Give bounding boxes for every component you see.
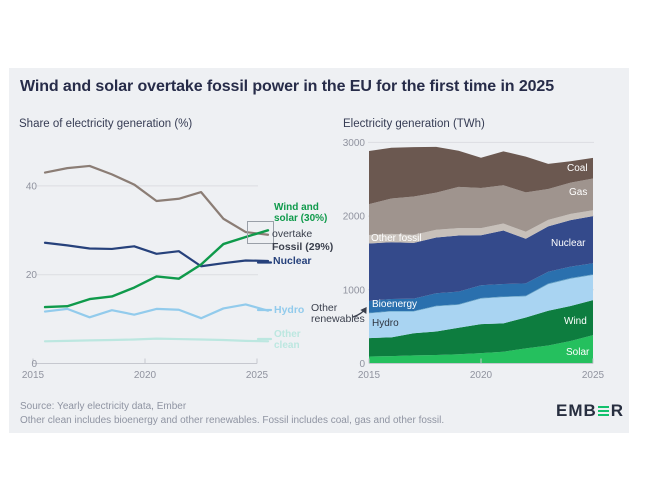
logo-text-suffix: R (610, 401, 625, 420)
wind-area-label: Wind (564, 316, 587, 327)
bioenergy-area-label: Bioenergy (372, 299, 418, 310)
nuclear-area-label: Nuclear (551, 238, 586, 249)
page-title: Wind and solar overtake fossil power in … (20, 78, 555, 95)
fossil-line-label: Fossil (29%) (272, 241, 334, 253)
solar-area-label: Solar (566, 347, 590, 358)
other-fossil-area-label: Other fossil (371, 233, 422, 244)
wind-solar-line-label: Wind and solar (30%) (274, 202, 328, 224)
gas-area-label: Gas (569, 187, 588, 198)
overtake-label: overtake (272, 228, 313, 240)
hydro-area-label: Hydro (372, 318, 399, 329)
logo-stylized-e-icon (597, 405, 609, 418)
hydro-line-label: Hydro (274, 304, 305, 316)
left-chart-title: Share of electricity generation (%) (19, 118, 193, 130)
other-clean-line-label: Other clean (274, 329, 301, 351)
ember-logo: EMB R (556, 401, 624, 421)
overtake-highlight-box (247, 221, 274, 244)
definitions-note: Other clean includes bioenergy and other… (20, 415, 445, 426)
other-renewables-label: Other renewables (311, 302, 365, 325)
source-note: Source: Yearly electricity data, Ember (20, 401, 187, 412)
right-chart-title: Electricity generation (TWh) (343, 118, 485, 130)
logo-text-prefix: EMB (556, 401, 597, 420)
coal-area-label: Coal (567, 163, 588, 174)
nuclear-line-label: Nuclear (273, 255, 312, 267)
